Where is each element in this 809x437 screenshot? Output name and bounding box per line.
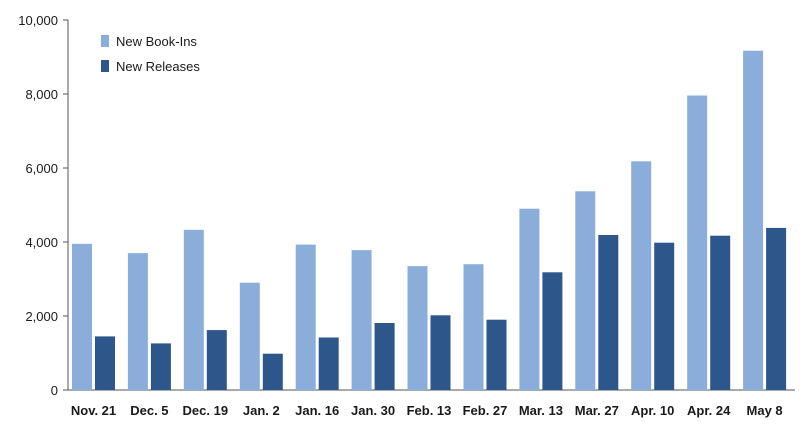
- x-category-label: Dec. 19: [183, 403, 229, 418]
- x-category-label: Feb. 13: [407, 403, 452, 418]
- bar-new-releases: [598, 235, 619, 390]
- bar-new-book-ins: [743, 50, 764, 390]
- bar-new-book-ins: [239, 282, 260, 390]
- x-category-label: Apr. 10: [631, 403, 674, 418]
- bar-new-releases: [654, 242, 675, 390]
- x-category-label: Mar. 27: [575, 403, 619, 418]
- y-tick-label: 6,000: [25, 161, 58, 176]
- legend-label-new-releases: New Releases: [116, 59, 200, 74]
- bar-new-releases: [150, 343, 171, 390]
- x-category-label: Nov. 21: [71, 403, 116, 418]
- x-category-label: Jan. 16: [295, 403, 339, 418]
- bar-new-book-ins: [407, 266, 428, 390]
- legend-swatch-new-book-ins: [101, 35, 109, 47]
- bar-new-releases: [766, 227, 787, 390]
- x-category-label: Dec. 5: [130, 403, 168, 418]
- legend: New Book-Ins New Releases: [101, 34, 200, 74]
- x-category-label: Jan. 30: [351, 403, 395, 418]
- bar-new-releases: [262, 353, 283, 390]
- x-category-label: Apr. 24: [687, 403, 731, 418]
- bar-new-book-ins: [295, 244, 316, 390]
- bars-group: [72, 50, 787, 390]
- y-tick-label: 10,000: [18, 13, 58, 28]
- bar-new-book-ins: [127, 253, 148, 390]
- y-tick-label: 2,000: [25, 309, 58, 324]
- y-tick-label: 4,000: [25, 235, 58, 250]
- bar-new-book-ins: [631, 161, 652, 390]
- bar-new-book-ins: [72, 243, 92, 390]
- bar-new-book-ins: [183, 229, 204, 390]
- y-tick-label: 0: [51, 383, 58, 398]
- x-category-label: Mar. 13: [519, 403, 563, 418]
- bar-new-book-ins: [463, 264, 484, 390]
- bar-new-releases: [95, 336, 115, 390]
- bar-new-book-ins: [687, 95, 708, 390]
- bar-new-releases: [710, 235, 731, 390]
- y-tick-label: 8,000: [25, 87, 58, 102]
- legend-swatch-new-releases: [101, 60, 109, 72]
- x-category-label: Feb. 27: [463, 403, 508, 418]
- x-category-label: Jan. 2: [243, 403, 280, 418]
- legend-label-new-book-ins: New Book-Ins: [116, 34, 197, 49]
- x-axis-labels: Nov. 21 Dec. 5 Dec. 19 Jan. 2 Jan. 16 Jan. 30…: [71, 403, 783, 418]
- bar-new-releases: [486, 319, 507, 390]
- bar-new-releases: [206, 330, 227, 390]
- x-category-label: May 8: [747, 403, 783, 418]
- bar-new-book-ins: [519, 208, 540, 390]
- bar-new-book-ins: [351, 250, 372, 390]
- bar-new-releases: [430, 315, 451, 390]
- bar-new-releases: [318, 337, 339, 390]
- bar-new-releases: [542, 272, 563, 390]
- bar-new-releases: [374, 323, 395, 390]
- y-axis-ticks: 0 2,000 4,000 6,000 8,000 10,000: [18, 13, 68, 398]
- bar-new-book-ins: [575, 191, 596, 390]
